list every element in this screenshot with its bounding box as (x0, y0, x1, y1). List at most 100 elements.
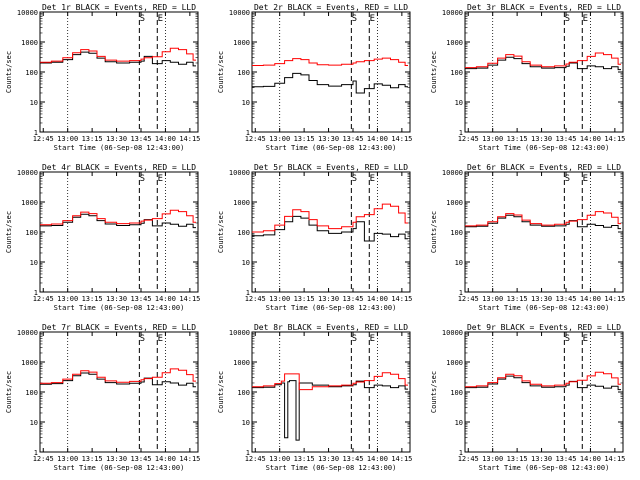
marker-label-S: S (140, 14, 145, 24)
y-axis-label: Counts/sec (217, 211, 225, 253)
x-axis-label: Start Time (06-Sep-08 12:43:00) (266, 144, 397, 152)
x-tick-label: 13:00 (269, 455, 290, 463)
x-tick-label: 12:45 (245, 295, 266, 303)
y-tick-label: 1 (246, 289, 250, 297)
marker-label-S: S (565, 174, 570, 184)
y-axis-label: Counts/sec (430, 51, 438, 93)
x-tick-label: 13:15 (507, 135, 528, 143)
plot-frame (251, 11, 411, 133)
x-tick-label: 13:15 (294, 295, 315, 303)
y-tick-label: 10 (30, 259, 38, 267)
x-tick-label: 13:45 (130, 135, 151, 143)
y-tick-label: 1 (459, 449, 463, 457)
x-tick-label: 14:15 (604, 135, 625, 143)
x-tick-label: 14:00 (155, 295, 176, 303)
y-tick-label: 1 (34, 449, 38, 457)
x-tick-label: 13:45 (342, 455, 363, 463)
series-line-events (40, 51, 196, 67)
y-tick-label: 1000 (233, 359, 250, 367)
y-tick-label: 10000 (17, 169, 38, 177)
series-line-lld (40, 209, 196, 226)
x-tick-label: 14:15 (391, 295, 412, 303)
y-axis-label: Counts/sec (430, 371, 438, 413)
x-axis-label: Start Time (06-Sep-08 12:43:00) (479, 304, 610, 312)
y-tick-label: 100 (25, 229, 38, 237)
y-tick-label: 10000 (17, 9, 38, 17)
x-axis-label: Start Time (06-Sep-08 12:43:00) (54, 144, 185, 152)
panel-title: Det 4r BLACK = Events, RED = LLD (42, 163, 196, 172)
x-axis-label: Start Time (06-Sep-08 12:43:00) (266, 464, 397, 472)
x-axis-label: Start Time (06-Sep-08 12:43:00) (479, 144, 610, 152)
x-tick-label: 14:00 (367, 135, 388, 143)
panel-det-2: Det 2r BLACK = Events, RED = LLD 1 10 100 10… (217, 3, 412, 152)
y-tick-label: 10000 (442, 329, 463, 337)
x-tick-label: 13:15 (82, 455, 103, 463)
plot-frame (39, 171, 199, 293)
x-tick-label: 13:45 (342, 295, 363, 303)
x-tick-label: 12:45 (33, 295, 54, 303)
panel-title: Det 3r BLACK = Events, RED = LLD (467, 3, 621, 12)
y-tick-label: 10000 (229, 169, 250, 177)
marker-label-E: E (158, 174, 163, 184)
x-axis-label: Start Time (06-Sep-08 12:43:00) (266, 304, 397, 312)
panel-title: Det 5r BLACK = Events, RED = LLD (254, 163, 408, 172)
x-tick-label: 14:00 (367, 455, 388, 463)
marker-label-E: E (158, 334, 163, 344)
x-tick-label: 14:00 (155, 455, 176, 463)
x-tick-label: 13:15 (294, 135, 315, 143)
plot-frame (251, 331, 411, 453)
x-tick-label: 14:15 (604, 455, 625, 463)
x-tick-label: 13:45 (342, 135, 363, 143)
y-tick-label: 1 (34, 289, 38, 297)
x-tick-label: 13:00 (482, 295, 503, 303)
marker-label-E: E (370, 334, 375, 344)
plot-frame (464, 171, 624, 293)
x-tick-label: 14:15 (604, 295, 625, 303)
x-tick-label: 13:15 (507, 295, 528, 303)
x-tick-label: 13:00 (57, 455, 78, 463)
panel-det-3: Det 3r BLACK = Events, RED = LLD 1 10 100 10… (430, 3, 625, 152)
panel-title: Det 6r BLACK = Events, RED = LLD (467, 163, 621, 172)
x-tick-label: 13:15 (82, 295, 103, 303)
y-tick-label: 10 (30, 99, 38, 107)
y-tick-label: 1000 (21, 39, 38, 47)
plot-frame (251, 171, 411, 293)
y-axis-label: Counts/sec (217, 51, 225, 93)
x-tick-label: 13:30 (531, 295, 552, 303)
y-axis-label: Counts/sec (430, 211, 438, 253)
marker-label-S: S (565, 334, 570, 344)
x-tick-label: 14:00 (580, 455, 601, 463)
y-tick-label: 10000 (229, 329, 250, 337)
series-line-events (40, 372, 196, 388)
y-tick-label: 10000 (442, 169, 463, 177)
y-axis-label: Counts/sec (5, 371, 13, 413)
y-tick-label: 100 (450, 389, 463, 397)
y-tick-label: 1 (459, 129, 463, 137)
x-tick-label: 14:15 (179, 295, 200, 303)
series-line-lld (40, 47, 196, 63)
y-axis-label: Counts/sec (5, 211, 13, 253)
x-tick-label: 13:30 (106, 455, 127, 463)
y-tick-label: 10 (455, 259, 463, 267)
x-tick-label: 13:15 (507, 455, 528, 463)
y-tick-label: 1000 (233, 39, 250, 47)
series-line-lld (465, 211, 621, 227)
plot-frame (39, 331, 199, 453)
y-tick-label: 100 (237, 389, 250, 397)
x-tick-label: 13:00 (57, 135, 78, 143)
panel-det-1: Det 1r BLACK = Events, RED = LLD 1 10 100 10… (5, 3, 200, 152)
x-tick-label: 13:00 (269, 135, 290, 143)
x-tick-label: 12:45 (245, 135, 266, 143)
y-tick-label: 10 (455, 419, 463, 427)
x-tick-label: 14:00 (367, 295, 388, 303)
y-axis-label: Counts/sec (5, 51, 13, 93)
x-tick-label: 14:00 (155, 135, 176, 143)
x-tick-label: 13:30 (318, 135, 339, 143)
x-tick-label: 12:45 (458, 295, 479, 303)
series-line-lld (252, 203, 408, 233)
x-tick-label: 14:00 (580, 295, 601, 303)
x-tick-label: 13:30 (318, 295, 339, 303)
y-tick-label: 10 (242, 259, 250, 267)
y-tick-label: 1 (34, 129, 38, 137)
marker-label-S: S (352, 334, 357, 344)
